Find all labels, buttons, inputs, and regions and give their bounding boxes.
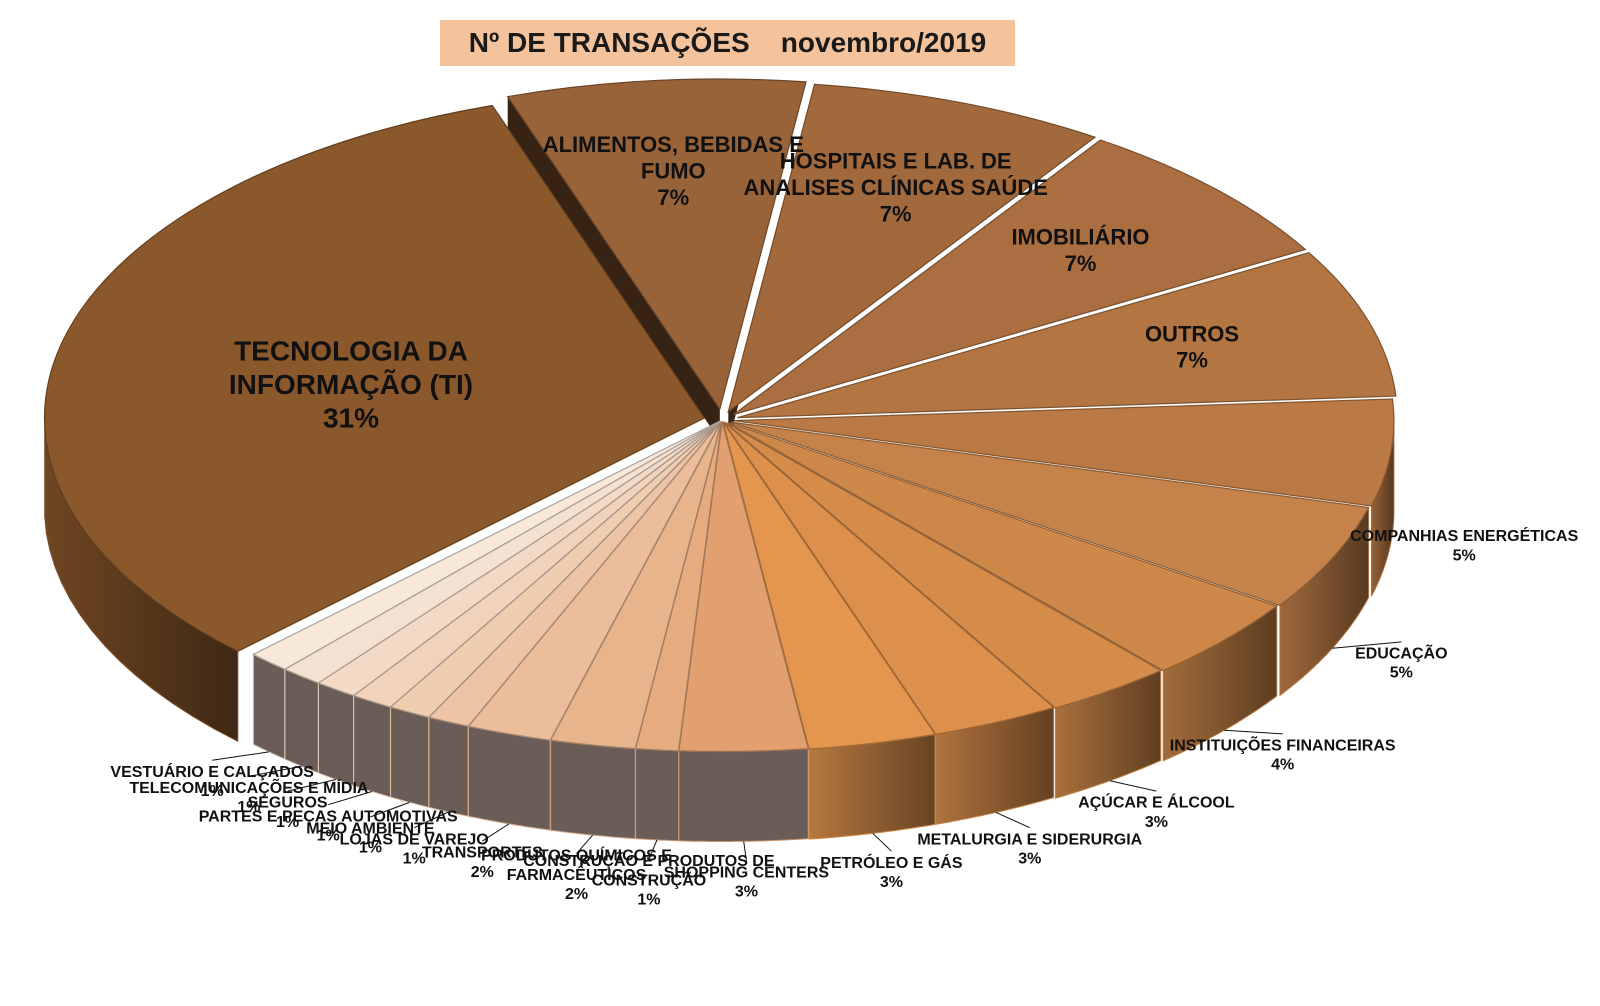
pie-slice [722,421,937,750]
slice-percent-label: 3% [880,874,903,891]
leader-line [370,801,410,818]
pie-slice [251,420,721,670]
slice-category-label: SHOPPING CENTERS [664,864,830,881]
leader-line [1224,729,1283,735]
leader-line [212,751,269,761]
slice-category-label: TELECOMUNICAÇÕES E MÍDIA [129,777,369,797]
slice-category-label: SEGUROS [248,795,328,812]
leader-line [413,811,449,829]
slice-percent-label: 1% [237,799,260,816]
leader-line [872,832,892,852]
slice-percent-label: 3% [1018,851,1041,868]
slice-category-label: AÇÚCAR E ÁLCOOL [1078,793,1235,812]
slice-percent-label: 7% [1065,251,1097,276]
pie-slice [506,78,807,411]
pie-top-faces [43,78,1397,753]
pie-slice-side [678,748,809,842]
leader-line [1109,780,1157,792]
slice-category-label: VESTUÁRIO E CALÇADOS [110,762,314,781]
pie-slice [733,398,1395,507]
pie-slice-side [428,716,469,817]
slice-category-label: COMPANHIAS ENERGÉTICAS [1350,526,1578,545]
pie-slice-side [635,748,679,842]
slice-percent-label: 31% [323,403,379,434]
slice-category-label: CONSTRUÇÃO E PRODUTOS DE [523,850,775,870]
slice-percent-label: 2% [565,886,588,903]
slice-category-label: OUTROS [1145,321,1239,346]
slice-percent-label: 4% [1271,757,1294,774]
slice-category-label: TRANSPORTES [422,845,543,862]
leader-line [482,823,510,842]
leader-line [287,779,336,792]
leader-line [328,791,373,806]
chart-title-box: Nº DE TRANSAÇÕES novembro/2019 [440,20,1015,66]
slice-percent-label: 1% [276,814,299,831]
slice-percent-label: 1% [359,840,382,857]
slice-category-label: PARTES E PEÇAS AUTOMOTIVAS [199,808,458,825]
slice-category-label: INSTITUIÇÕES FINANCEIRAS [1170,735,1396,755]
slice-category-label: PETRÓLEO E GÁS [820,853,963,872]
leader-line [995,811,1031,829]
pie-slice-side [808,733,936,840]
slice-percent-label: 1% [637,892,660,909]
slice-percent-label: 1% [317,828,340,845]
pie-slice [727,83,1097,414]
slice-category-label: LOJAS DE VAREJO [340,831,489,848]
slice-category-label: ANALISES CLÍNICAS SAÚDE [744,175,1048,200]
slice-category-label: FARMACÊUTICOS [507,865,647,884]
leader-line [743,841,747,861]
slice-category-label: ALIMENTOS, BEBIDAS E [543,132,804,157]
leader-line [248,765,302,777]
pie-slice [733,139,1307,416]
slice-category-label: INFORMAÇÃO (TI) [229,369,473,400]
pie-slice [43,104,706,652]
chart-title: Nº DE TRANSAÇÕES novembro/2019 [468,27,987,58]
pie-slice-side [252,653,286,761]
slice-percent-label: 7% [657,185,689,210]
leader-line [576,834,594,855]
slice-percent-label: 7% [880,201,912,226]
slice-percent-label: 5% [1453,547,1476,564]
slice-percent-label: 3% [735,884,758,901]
slice-percent-label: 1% [403,851,426,868]
slice-category-label: TECNOLOGIA DA [234,335,468,366]
pie-slice [730,421,1370,607]
slice-category-label: CONSTRUÇÃO [592,869,707,889]
slice-category-label: MEIO AMBIENTE [306,821,435,838]
pie-slice-cut [507,96,720,441]
pie-slice [737,252,1397,419]
slice-percent-label: 5% [1390,665,1413,682]
slice-category-label: METALURGIA E SIDERURGIA [917,831,1142,848]
pie-slice-side [390,706,430,808]
slice-category-label: EDUCAÇÃO [1355,643,1447,663]
slice-percent-label: 7% [1176,348,1208,373]
pie-slice-side [550,739,636,840]
slice-percent-label: 2% [471,864,494,881]
pie-slice [725,421,1163,709]
leader-line [648,839,658,860]
pie-slice [727,422,1279,672]
pie-slice-side [284,668,319,774]
pie-slice-side [318,682,355,787]
slice-category-label: PRODUTOS QUÍMICOS E [481,846,672,865]
leader-line [1332,641,1402,649]
pie-slice-side [468,725,551,831]
pie-slice [723,421,1055,735]
slice-percent-label: 3% [1145,814,1168,831]
slice-percent-label: 1% [201,783,224,800]
slice-category-label: HOSPITAIS E LAB. DE [780,149,1012,174]
slice-category-label: IMOBILIÁRIO [1011,225,1149,250]
slice-category-label: FUMO [641,158,706,183]
pie-side-walls [44,415,1395,842]
